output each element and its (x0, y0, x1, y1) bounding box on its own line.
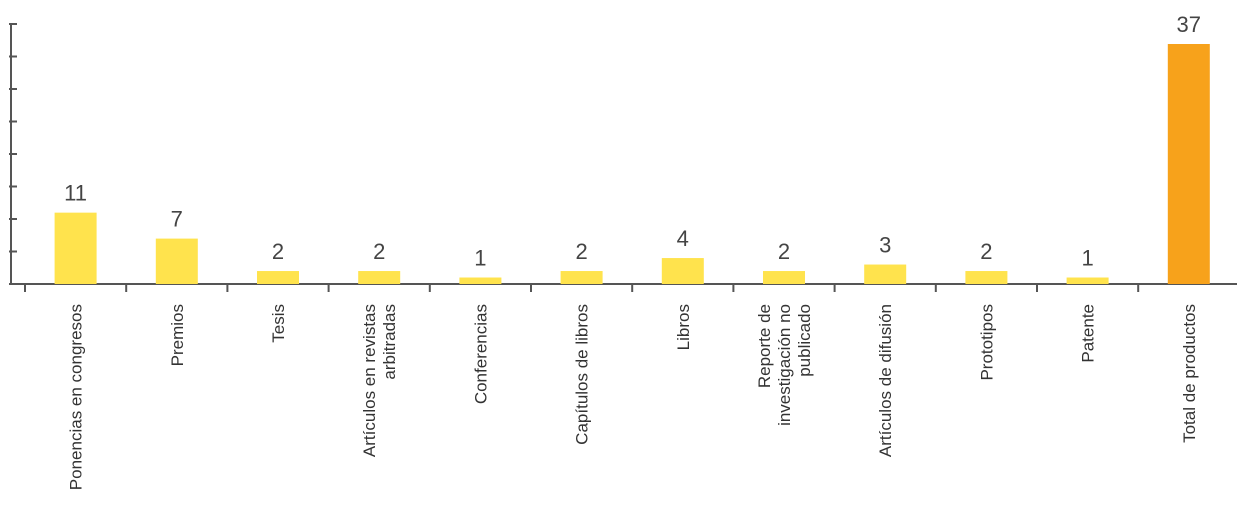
tick-label: Artículos en revistas (360, 304, 379, 457)
bar (864, 264, 907, 284)
data-label: 11 (64, 181, 87, 206)
category-label: Prototipos (977, 304, 996, 381)
category-label: Conferencias (471, 304, 490, 404)
category-labels-group: Ponencias en congresos Premios Tesis Artícu… (67, 304, 1199, 490)
tick-label: Libros (674, 304, 693, 350)
bar (54, 212, 97, 284)
category-label: Total de productos (1180, 304, 1199, 443)
bar (1066, 277, 1109, 284)
tick-label: Prototipos (977, 304, 996, 381)
bars-group (54, 44, 1210, 284)
tick-label: Ponencias en congresos (67, 304, 86, 490)
bar (965, 271, 1008, 284)
data-label: 3 (879, 233, 891, 258)
data-label: 2 (373, 239, 385, 264)
tick-label: arbitradas (380, 304, 399, 380)
tick-label: publicado (795, 304, 814, 377)
bar (763, 271, 805, 284)
category-label: Capítulos de libros (573, 304, 592, 445)
tick-label: Premios (168, 304, 187, 366)
bar (459, 277, 502, 284)
x-axis (11, 283, 1237, 292)
tick-label: Total de productos (1180, 304, 1199, 443)
bar (560, 271, 603, 284)
category-label: Artículos en revistas arbitradas (360, 304, 399, 457)
tick-label: Capítulos de libros (573, 304, 592, 445)
category-label: Reporte de investigación no publicado (755, 304, 814, 426)
value-labels-group: 11 7 2 2 1 2 4 2 3 2 1 37 (64, 12, 1201, 271)
data-label: 2 (778, 239, 790, 264)
data-label: 2 (575, 239, 587, 264)
bar (155, 238, 198, 284)
data-label: 7 (171, 207, 183, 232)
bar (1167, 44, 1210, 284)
category-label: Libros (674, 304, 693, 350)
bar (257, 271, 299, 284)
data-label: 2 (980, 239, 992, 264)
tick-label: Patente (1079, 304, 1098, 363)
tick-label: Artículos de difusión (876, 304, 895, 457)
category-label: Patente (1079, 304, 1098, 363)
data-label: 2 (272, 239, 284, 264)
category-label: Ponencias en congresos (67, 304, 86, 490)
tick-label: Reporte de (755, 304, 774, 388)
category-label: Artículos de difusión (876, 304, 895, 457)
tick-label: Conferencias (471, 304, 490, 404)
tick-label: investigación no (775, 304, 794, 426)
y-axis (9, 23, 17, 285)
category-label: Premios (168, 304, 187, 366)
data-label: 1 (474, 246, 486, 271)
data-label: 1 (1081, 246, 1093, 271)
data-label: 37 (1177, 12, 1201, 37)
category-label: Tesis (269, 304, 288, 343)
bar (358, 271, 401, 284)
bar (661, 258, 704, 284)
tick-label: Tesis (269, 304, 288, 343)
data-label: 4 (677, 226, 689, 251)
